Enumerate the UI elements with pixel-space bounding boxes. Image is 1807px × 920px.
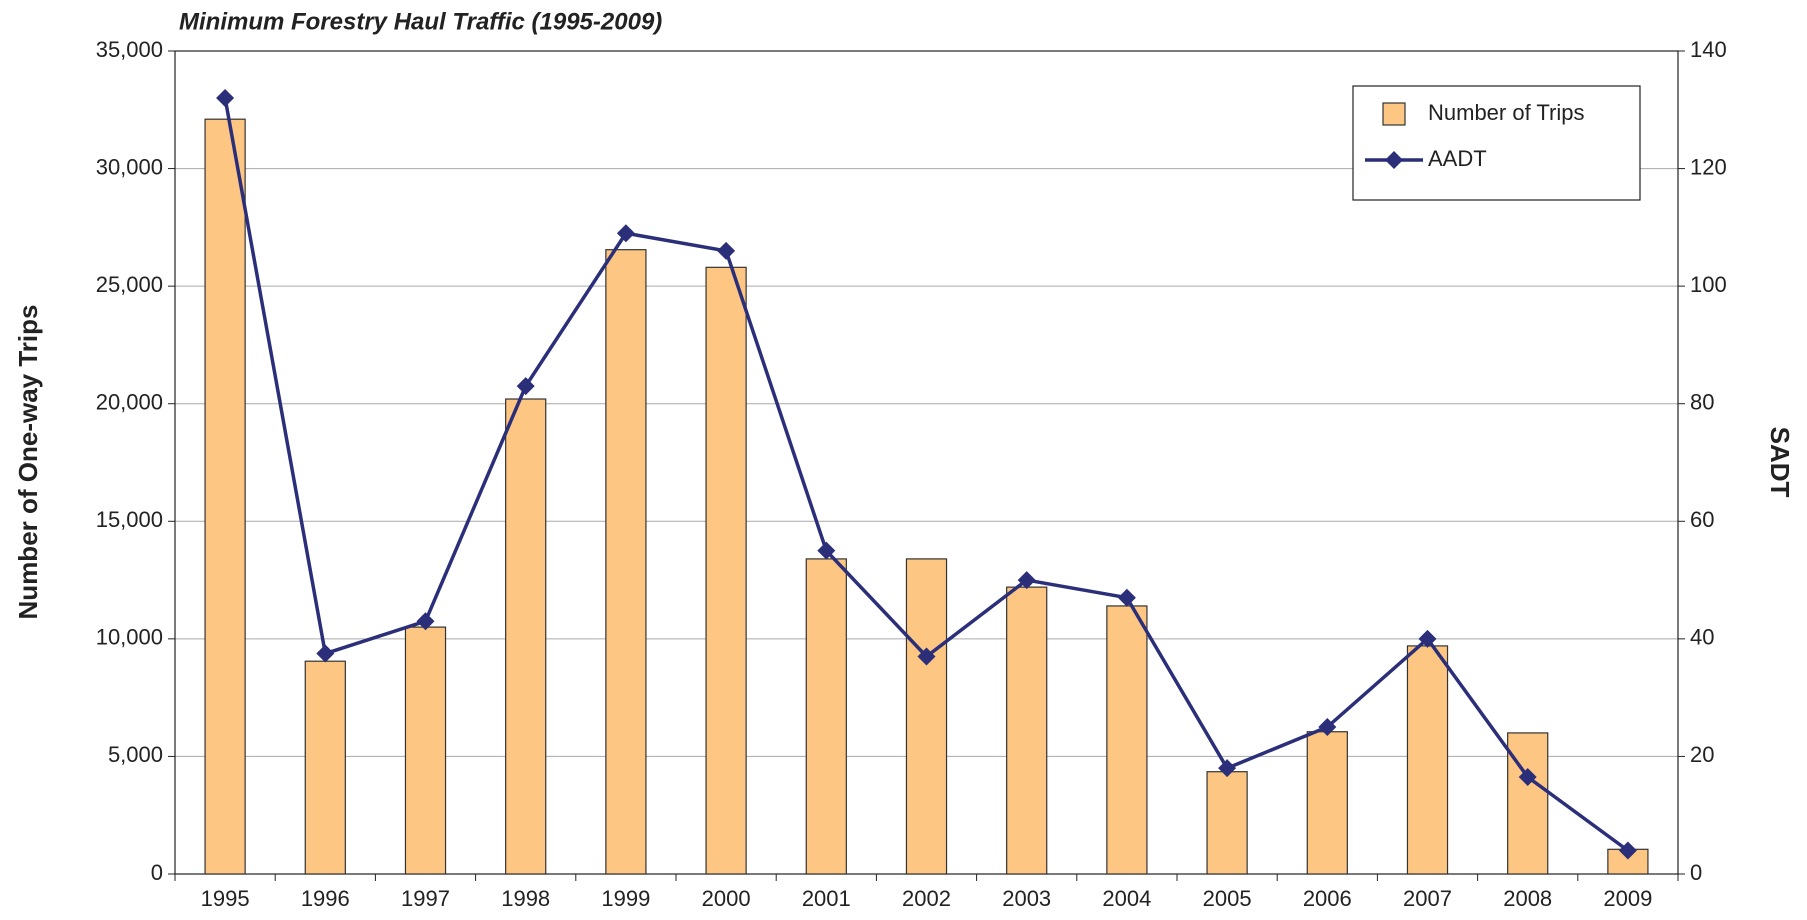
y2-tick-label: 0 bbox=[1690, 860, 1702, 885]
x-tick-label: 2008 bbox=[1503, 886, 1552, 911]
marker bbox=[1318, 718, 1337, 737]
y2-tick-label: 40 bbox=[1690, 625, 1714, 650]
x-tick-label: 2009 bbox=[1603, 886, 1652, 911]
bar bbox=[1507, 732, 1549, 875]
x-tick-label: 1996 bbox=[301, 886, 350, 911]
bar bbox=[1306, 731, 1348, 875]
x-tick-label: 2002 bbox=[902, 886, 951, 911]
y-tick-label: 30,000 bbox=[96, 154, 163, 179]
marker bbox=[516, 377, 535, 396]
bar bbox=[404, 626, 447, 875]
x-tick-label: 2000 bbox=[702, 886, 751, 911]
y-tick-label: 15,000 bbox=[96, 507, 163, 532]
x-tick-label: 2003 bbox=[1002, 886, 1051, 911]
marker bbox=[616, 224, 635, 243]
y-axis-title: Number of One-way Trips bbox=[13, 305, 43, 620]
bar bbox=[304, 660, 346, 875]
y2-tick-label: 60 bbox=[1690, 507, 1714, 532]
legend-label: AADT bbox=[1428, 146, 1487, 171]
bar bbox=[805, 558, 847, 875]
y2-tick-label: 120 bbox=[1690, 154, 1727, 179]
marker bbox=[216, 89, 235, 108]
bar bbox=[905, 558, 948, 875]
y2-tick-label: 80 bbox=[1690, 390, 1714, 415]
x-tick-label: 2001 bbox=[802, 886, 851, 911]
marker bbox=[817, 541, 836, 560]
marker bbox=[416, 612, 435, 631]
y-tick-label: 5,000 bbox=[108, 742, 163, 767]
bar bbox=[605, 249, 647, 875]
y-tick-label: 0 bbox=[151, 860, 163, 885]
x-tick-label: 1997 bbox=[401, 886, 450, 911]
y2-tick-label: 140 bbox=[1690, 37, 1727, 62]
x-tick-label: 2005 bbox=[1203, 886, 1252, 911]
y-tick-label: 25,000 bbox=[96, 272, 163, 297]
y2-axis-title: SADT bbox=[1765, 427, 1795, 498]
bar bbox=[204, 118, 246, 875]
marker bbox=[1418, 629, 1437, 648]
y2-tick-label: 100 bbox=[1690, 272, 1727, 297]
marker bbox=[1518, 768, 1537, 787]
bar bbox=[1406, 645, 1449, 875]
chart-title: Minimum Forestry Haul Traffic (1995-2009… bbox=[179, 8, 662, 35]
legend-marker bbox=[1385, 151, 1403, 169]
bar bbox=[1206, 771, 1248, 875]
legend-label: Number of Trips bbox=[1428, 100, 1585, 125]
x-tick-label: 2007 bbox=[1403, 886, 1452, 911]
y-tick-label: 10,000 bbox=[96, 625, 163, 650]
legend-swatch bbox=[1382, 102, 1406, 126]
x-tick-label: 1995 bbox=[201, 886, 250, 911]
y2-tick-label: 20 bbox=[1690, 742, 1714, 767]
x-tick-label: 2004 bbox=[1102, 886, 1151, 911]
marker bbox=[917, 647, 936, 666]
marker bbox=[717, 241, 736, 260]
marker bbox=[316, 644, 335, 663]
x-tick-label: 1999 bbox=[601, 886, 650, 911]
y-tick-label: 20,000 bbox=[96, 390, 163, 415]
y-tick-label: 35,000 bbox=[96, 37, 163, 62]
marker bbox=[1218, 759, 1237, 778]
bar bbox=[705, 266, 747, 875]
x-tick-label: 2006 bbox=[1303, 886, 1352, 911]
marker bbox=[1017, 571, 1036, 590]
x-tick-label: 1998 bbox=[501, 886, 550, 911]
marker bbox=[1618, 841, 1637, 860]
marker bbox=[1117, 588, 1136, 607]
bar bbox=[505, 398, 547, 875]
bar bbox=[1006, 586, 1048, 875]
bar bbox=[1106, 605, 1148, 875]
